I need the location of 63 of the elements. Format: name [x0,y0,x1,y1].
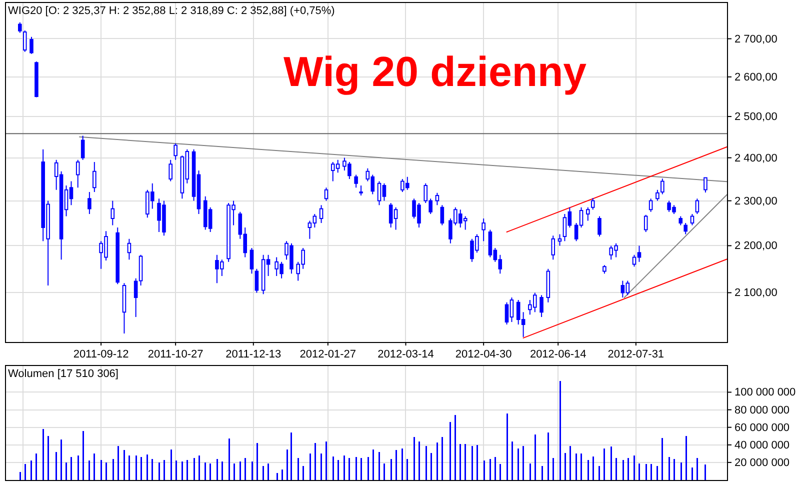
candlestick [558,234,562,246]
y-tick-label: 2 500,00 [734,111,778,124]
x-tick-label: 2012-07-31 [608,348,664,360]
candlestick [254,268,259,294]
candlestick [695,198,700,215]
candlestick [88,192,92,215]
candlestick [174,143,178,160]
x-tick-label: 2011-12-13 [226,348,282,360]
candlestick [250,247,254,274]
x-tick-label: 2012-06-14 [530,348,586,360]
y-tick-label: 40 000 000 [734,439,790,452]
candlestick [551,235,556,260]
candlestick [110,200,115,226]
y-tick-label: 2 300,00 [734,195,778,208]
x-tick-label: 2012-03-14 [378,348,434,360]
candlestick [546,268,550,303]
candlestick [684,222,688,235]
y-tick-label: 2 400,00 [734,152,778,164]
candlestick [80,135,85,160]
candlestick [648,198,653,212]
candlestick [168,159,172,182]
candlestick [116,226,120,285]
y-tick-label: 2 100,00 [734,287,778,300]
candlestick [590,198,595,210]
candlestick [324,187,328,202]
x-tick-label: 2012-01-27 [300,348,356,360]
y-tick-label: 60 000 000 [734,422,790,434]
candlestick [704,177,708,194]
candlestick [34,60,38,98]
candlestick [540,294,544,318]
y-tick-label: 2 700,00 [734,33,778,46]
candlestick [586,206,590,222]
y-tick-label: 20 000 000 [734,456,790,469]
candlestick [690,214,694,226]
candlestick [440,204,444,226]
candlestick [656,189,660,202]
x-tick-label: 2011-09-12 [73,348,129,360]
candlestick [435,192,440,206]
candlestick [359,185,363,196]
candlestick [92,161,96,193]
candlestick [76,159,80,188]
text: Wig 20 dzienny [283,48,588,95]
candlestick [18,22,22,34]
candlestick [644,214,648,233]
candlestick [482,218,486,242]
x-tick-label: 2012-04-30 [455,348,512,360]
candlestick [22,30,27,52]
annotation: Wolumen [17 510 306] [8,368,118,380]
y-tick-label: 2 200,00 [734,240,778,252]
candlestick [678,216,683,226]
candlestick [127,238,132,260]
x-tick-label: 2011-10-27 [148,348,204,360]
y-tick-label: 80 000 000 [734,404,790,416]
y-tick-label: 100 000 000 [734,386,796,399]
candlestick [354,174,358,188]
candlestick [602,264,606,274]
annotation: WIG20 [O: 2 325,37 H: 2 352,88 L: 2 318,89 C: 2 352,88] (+0,75%) [8,5,335,17]
candlestick [122,282,126,334]
candlestick [30,36,34,54]
candlestick [598,216,602,238]
candlestick [319,204,324,224]
y-tick-label: 2 600,00 [734,71,778,84]
candlestick [660,178,664,195]
